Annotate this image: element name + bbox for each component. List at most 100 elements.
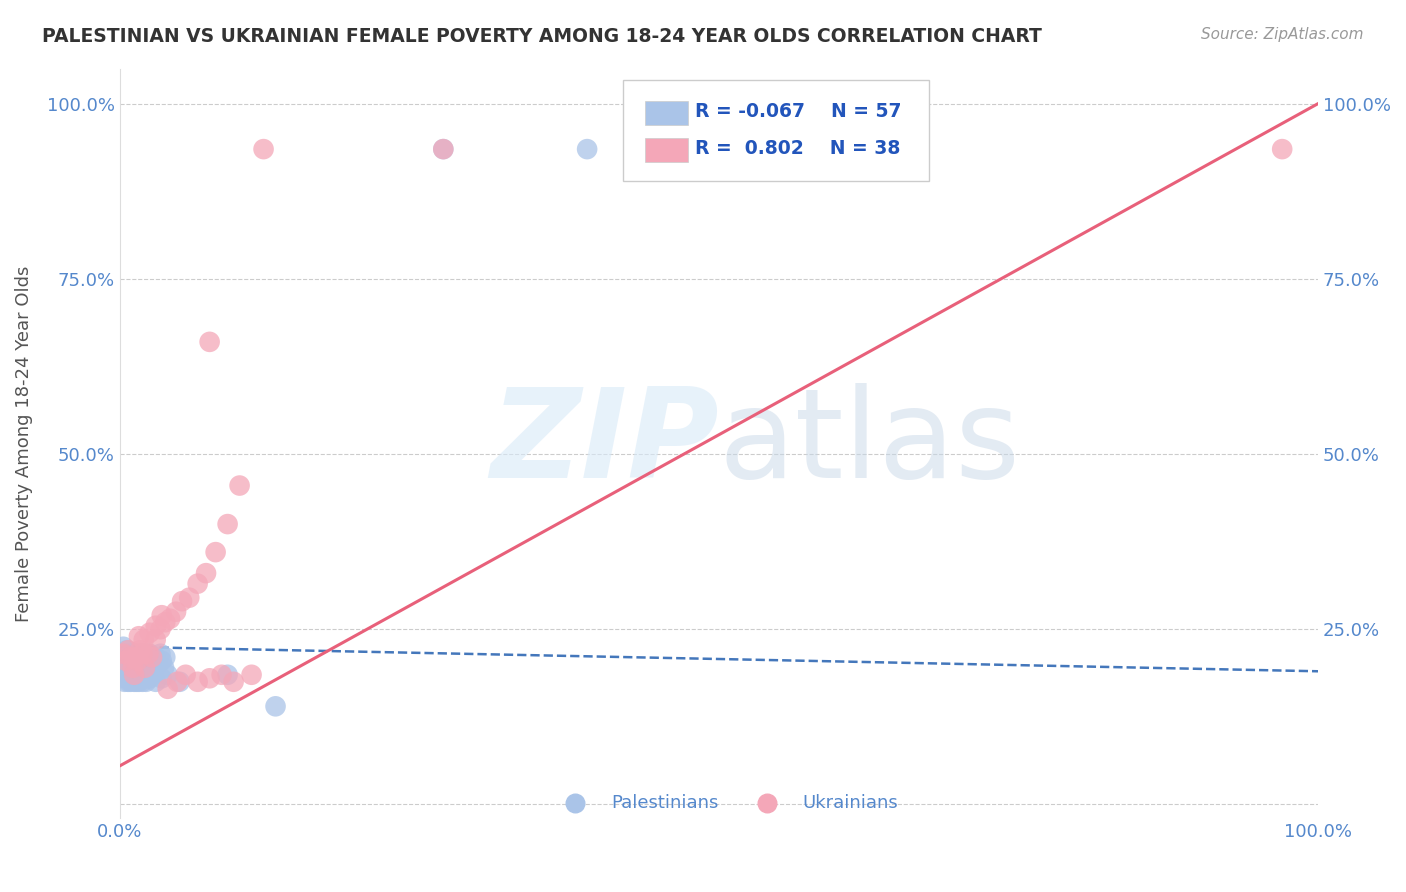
- Text: Ukrainians: Ukrainians: [803, 795, 898, 813]
- Text: atlas: atlas: [718, 383, 1021, 504]
- Point: [755, 783, 778, 797]
- Point: [121, 650, 143, 665]
- Point: [114, 647, 136, 661]
- Point: [217, 517, 239, 532]
- Point: [122, 654, 145, 668]
- Text: ZIP: ZIP: [491, 383, 718, 504]
- Point: [432, 142, 454, 156]
- Point: [120, 647, 142, 661]
- Point: [228, 478, 250, 492]
- Point: [131, 674, 153, 689]
- Point: [131, 650, 153, 665]
- Point: [150, 608, 173, 623]
- Point: [129, 671, 152, 685]
- Point: [155, 650, 177, 665]
- Point: [124, 650, 146, 665]
- Point: [112, 647, 135, 661]
- Point: [264, 699, 287, 714]
- Point: [121, 671, 143, 685]
- Point: [432, 142, 454, 156]
- Point: [114, 654, 136, 668]
- Point: [134, 661, 156, 675]
- Point: [198, 334, 221, 349]
- Point: [145, 650, 167, 665]
- Point: [198, 671, 221, 685]
- Point: [122, 667, 145, 681]
- Point: [150, 654, 173, 668]
- Point: [138, 647, 160, 661]
- Point: [149, 647, 172, 661]
- Point: [117, 654, 139, 668]
- Point: [129, 661, 152, 675]
- Text: R =  0.802    N = 38: R = 0.802 N = 38: [695, 139, 900, 158]
- Point: [252, 142, 274, 156]
- Point: [128, 654, 150, 668]
- Point: [145, 674, 167, 689]
- Point: [132, 647, 155, 661]
- FancyBboxPatch shape: [644, 101, 688, 125]
- Point: [115, 665, 138, 679]
- Point: [141, 650, 163, 665]
- Point: [117, 674, 139, 689]
- Point: [129, 643, 152, 657]
- Point: [132, 632, 155, 647]
- Point: [122, 674, 145, 689]
- Point: [138, 671, 160, 685]
- Point: [128, 629, 150, 643]
- Point: [112, 640, 135, 654]
- Text: Source: ZipAtlas.com: Source: ZipAtlas.com: [1201, 27, 1364, 42]
- Point: [124, 667, 146, 681]
- Point: [166, 674, 188, 689]
- Point: [156, 681, 179, 696]
- Point: [138, 647, 160, 661]
- FancyBboxPatch shape: [623, 79, 928, 181]
- Point: [138, 625, 160, 640]
- Point: [187, 576, 209, 591]
- Point: [134, 661, 156, 675]
- Text: R = -0.067    N = 57: R = -0.067 N = 57: [695, 102, 901, 120]
- Point: [153, 661, 176, 675]
- Point: [146, 657, 169, 672]
- Point: [125, 674, 148, 689]
- Point: [187, 674, 209, 689]
- Point: [131, 657, 153, 672]
- Point: [115, 643, 138, 657]
- Point: [114, 650, 136, 665]
- FancyBboxPatch shape: [644, 138, 688, 162]
- Point: [135, 650, 157, 665]
- Point: [174, 667, 197, 681]
- Point: [156, 667, 179, 681]
- Point: [127, 667, 149, 681]
- Point: [128, 674, 150, 689]
- Point: [117, 643, 139, 657]
- Point: [112, 667, 135, 681]
- Point: [131, 647, 153, 661]
- Point: [142, 667, 165, 681]
- Point: [114, 671, 136, 685]
- Text: Palestinians: Palestinians: [612, 795, 718, 813]
- Point: [217, 667, 239, 681]
- Point: [195, 566, 218, 581]
- Point: [136, 657, 159, 672]
- Point: [141, 654, 163, 668]
- Point: [204, 545, 226, 559]
- Point: [135, 674, 157, 689]
- Point: [125, 657, 148, 672]
- Point: [149, 622, 172, 636]
- Point: [142, 665, 165, 679]
- Point: [118, 667, 141, 681]
- Point: [165, 605, 187, 619]
- Point: [169, 674, 191, 689]
- Point: [155, 615, 177, 630]
- Point: [122, 667, 145, 681]
- Point: [127, 654, 149, 668]
- Point: [122, 661, 145, 675]
- Point: [124, 650, 146, 665]
- Point: [240, 667, 263, 681]
- Point: [131, 667, 153, 681]
- Point: [1271, 142, 1294, 156]
- Y-axis label: Female Poverty Among 18-24 Year Olds: Female Poverty Among 18-24 Year Olds: [15, 265, 32, 622]
- Point: [222, 674, 245, 689]
- Point: [118, 661, 141, 675]
- Point: [576, 142, 599, 156]
